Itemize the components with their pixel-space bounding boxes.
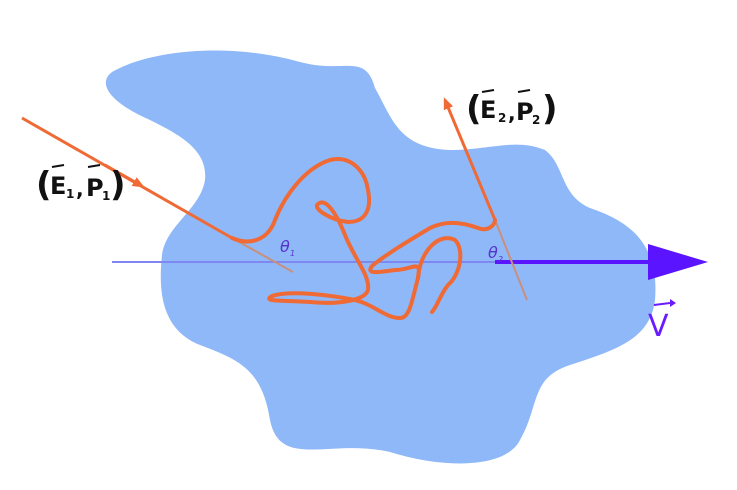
incoming-energy: E	[50, 172, 66, 200]
theta2-symbol: θ	[488, 243, 498, 262]
incoming-momentum-vector-bar	[87, 164, 101, 168]
incoming-momentum: P	[86, 174, 104, 202]
outgoing-open-paren: (	[466, 89, 482, 129]
theta1-symbol: θ	[280, 237, 290, 256]
entry-normal-line	[231, 237, 294, 273]
exit-normal-line	[494, 219, 528, 301]
trajectory-loop	[416, 236, 463, 314]
incoming-ray-arrow	[104, 163, 145, 188]
velocity-vector-arrowhead	[670, 299, 676, 307]
theta2-label: θ 2	[488, 243, 503, 264]
outgoing-close-paren: )	[542, 89, 558, 129]
incoming-energy-vector-bar	[51, 164, 65, 168]
velocity-arrow-head	[648, 244, 708, 280]
outgoing-energy-vector-bar	[481, 89, 495, 93]
theta1-sub: 1	[290, 249, 295, 258]
outgoing-energy-sub: 2	[498, 111, 506, 125]
theta2-sub: 2	[498, 255, 503, 264]
outgoing-momentum-vector-bar	[517, 89, 531, 93]
outgoing-momentum-sub: 2	[532, 113, 540, 127]
velocity-symbol: V	[648, 309, 669, 344]
incoming-comma: ,	[76, 177, 84, 201]
outgoing-energy: E	[480, 96, 496, 124]
incoming-label: ( E 1 , P 1 )	[36, 164, 126, 205]
incoming-momentum-sub: 1	[102, 189, 110, 203]
incoming-energy-sub: 1	[66, 187, 74, 201]
incoming-open-paren: (	[36, 165, 52, 205]
incoming-close-paren: )	[110, 165, 126, 205]
theta1-label: θ 1	[280, 237, 295, 258]
outgoing-momentum: P	[516, 98, 534, 126]
outgoing-label: ( E 2 , P 2 )	[466, 89, 558, 129]
outgoing-comma: ,	[508, 101, 516, 125]
velocity-vector-arrow	[653, 302, 671, 306]
particle-trajectory	[230, 157, 497, 320]
velocity-label: V	[648, 299, 676, 344]
outgoing-ray	[443, 97, 497, 221]
